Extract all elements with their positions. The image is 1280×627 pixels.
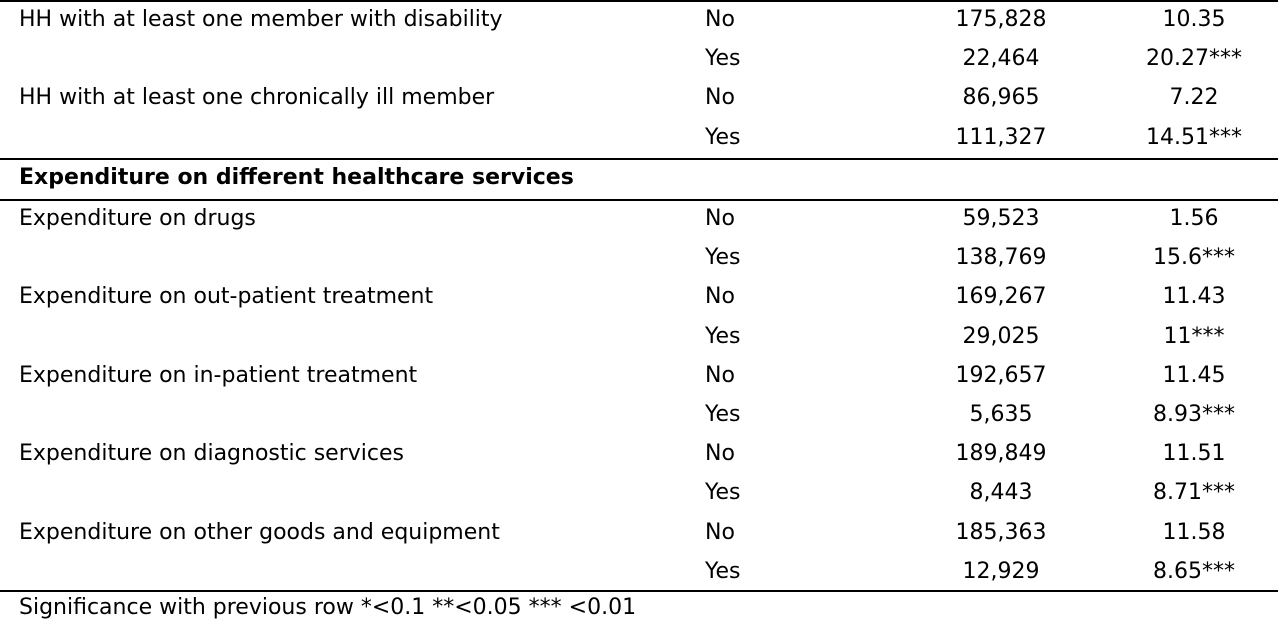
row-label: HH with at least one chronically ill mem…	[19, 85, 495, 111]
row-value: 7.22	[1169, 85, 1219, 111]
section-title: Expenditure on different healthcare serv…	[19, 165, 574, 190]
row-label: Expenditure on drugs	[19, 206, 256, 231]
row-category: No	[705, 7, 735, 32]
row-value: 14.51***	[1146, 124, 1242, 150]
row-category: Yes	[705, 323, 741, 349]
row-category: Yes	[705, 245, 741, 271]
row-category: Yes	[705, 46, 741, 72]
row-count: 185,363	[955, 519, 1047, 545]
row-category: Yes	[705, 124, 741, 150]
section-rule-top	[0, 158, 1278, 160]
table-row: Yes 138,769 15.6***	[0, 238, 1280, 277]
table-row: HH with at least one member with disabil…	[0, 0, 1280, 39]
row-count: 5,635	[969, 402, 1033, 427]
row-value: 11.58	[1162, 519, 1226, 545]
table-row: Expenditure on diagnostic services No 189,…	[0, 434, 1280, 473]
row-count: 175,828	[955, 7, 1047, 32]
row-count: 59,523	[962, 206, 1040, 231]
row-value: 8.93***	[1153, 402, 1235, 427]
row-label: Expenditure on in-patient treatment	[19, 362, 418, 388]
row-value: 15.6***	[1153, 245, 1235, 271]
row-value: 11.51	[1162, 441, 1226, 467]
row-count: 189,849	[955, 441, 1047, 467]
row-value: 20.27***	[1146, 46, 1242, 72]
row-count: 138,769	[955, 245, 1047, 271]
row-label: Expenditure on diagnostic services	[19, 441, 404, 467]
table-row: Expenditure on other goods and equipment…	[0, 513, 1280, 552]
bottom-rule	[0, 590, 1278, 592]
row-category: Yes	[705, 480, 741, 506]
row-category: No	[705, 519, 735, 545]
row-label: HH with at least one member with disabil…	[19, 7, 503, 32]
row-value: 11.45	[1162, 362, 1226, 388]
row-category: No	[705, 206, 735, 231]
row-count: 12,929	[962, 558, 1040, 584]
table-row: Yes 22,464 20.27***	[0, 39, 1280, 78]
row-category: No	[705, 284, 735, 310]
row-category: No	[705, 441, 735, 467]
row-category: No	[705, 85, 735, 111]
row-category: No	[705, 362, 735, 388]
row-value: 1.56	[1169, 206, 1219, 231]
section-header-row: Expenditure on different healthcare serv…	[0, 158, 1280, 197]
row-category: Yes	[705, 402, 741, 427]
row-label: Expenditure on out-patient treatment	[19, 284, 434, 310]
row-count: 22,464	[962, 46, 1040, 72]
row-value: 11***	[1163, 323, 1225, 349]
table-row: Yes 5,635 8.93***	[0, 395, 1280, 434]
table-row: Expenditure on out-patient treatment No 16…	[0, 277, 1280, 316]
table-row: Yes 12,929 8.65***	[0, 552, 1280, 591]
table-row: Yes 8,443 8.71***	[0, 473, 1280, 512]
row-count: 169,267	[955, 284, 1047, 310]
row-count: 29,025	[962, 323, 1040, 349]
row-count: 86,965	[962, 85, 1040, 111]
row-value: 11.43	[1162, 284, 1226, 310]
table-row: HH with at least one chronically ill mem…	[0, 78, 1280, 117]
table-row: Yes 111,327 14.51***	[0, 118, 1280, 157]
table-row: Expenditure on in-patient treatment No 192…	[0, 356, 1280, 395]
top-rule	[0, 0, 1278, 2]
table-row: Expenditure on drugs No 59,523 1.56	[0, 199, 1280, 238]
section-rule-bottom	[0, 199, 1278, 201]
table-footnote: Significance with previous row *<0.1 **<…	[19, 595, 637, 620]
row-value: 8.71***	[1153, 480, 1235, 506]
row-label: Expenditure on other goods and equipment	[19, 519, 500, 545]
row-value: 10.35	[1162, 7, 1226, 32]
row-count: 111,327	[955, 124, 1047, 150]
row-value: 8.65***	[1153, 558, 1235, 584]
row-count: 8,443	[969, 480, 1033, 506]
row-category: Yes	[705, 558, 741, 584]
table-row: Yes 29,025 11***	[0, 317, 1280, 356]
row-count: 192,657	[955, 362, 1047, 388]
